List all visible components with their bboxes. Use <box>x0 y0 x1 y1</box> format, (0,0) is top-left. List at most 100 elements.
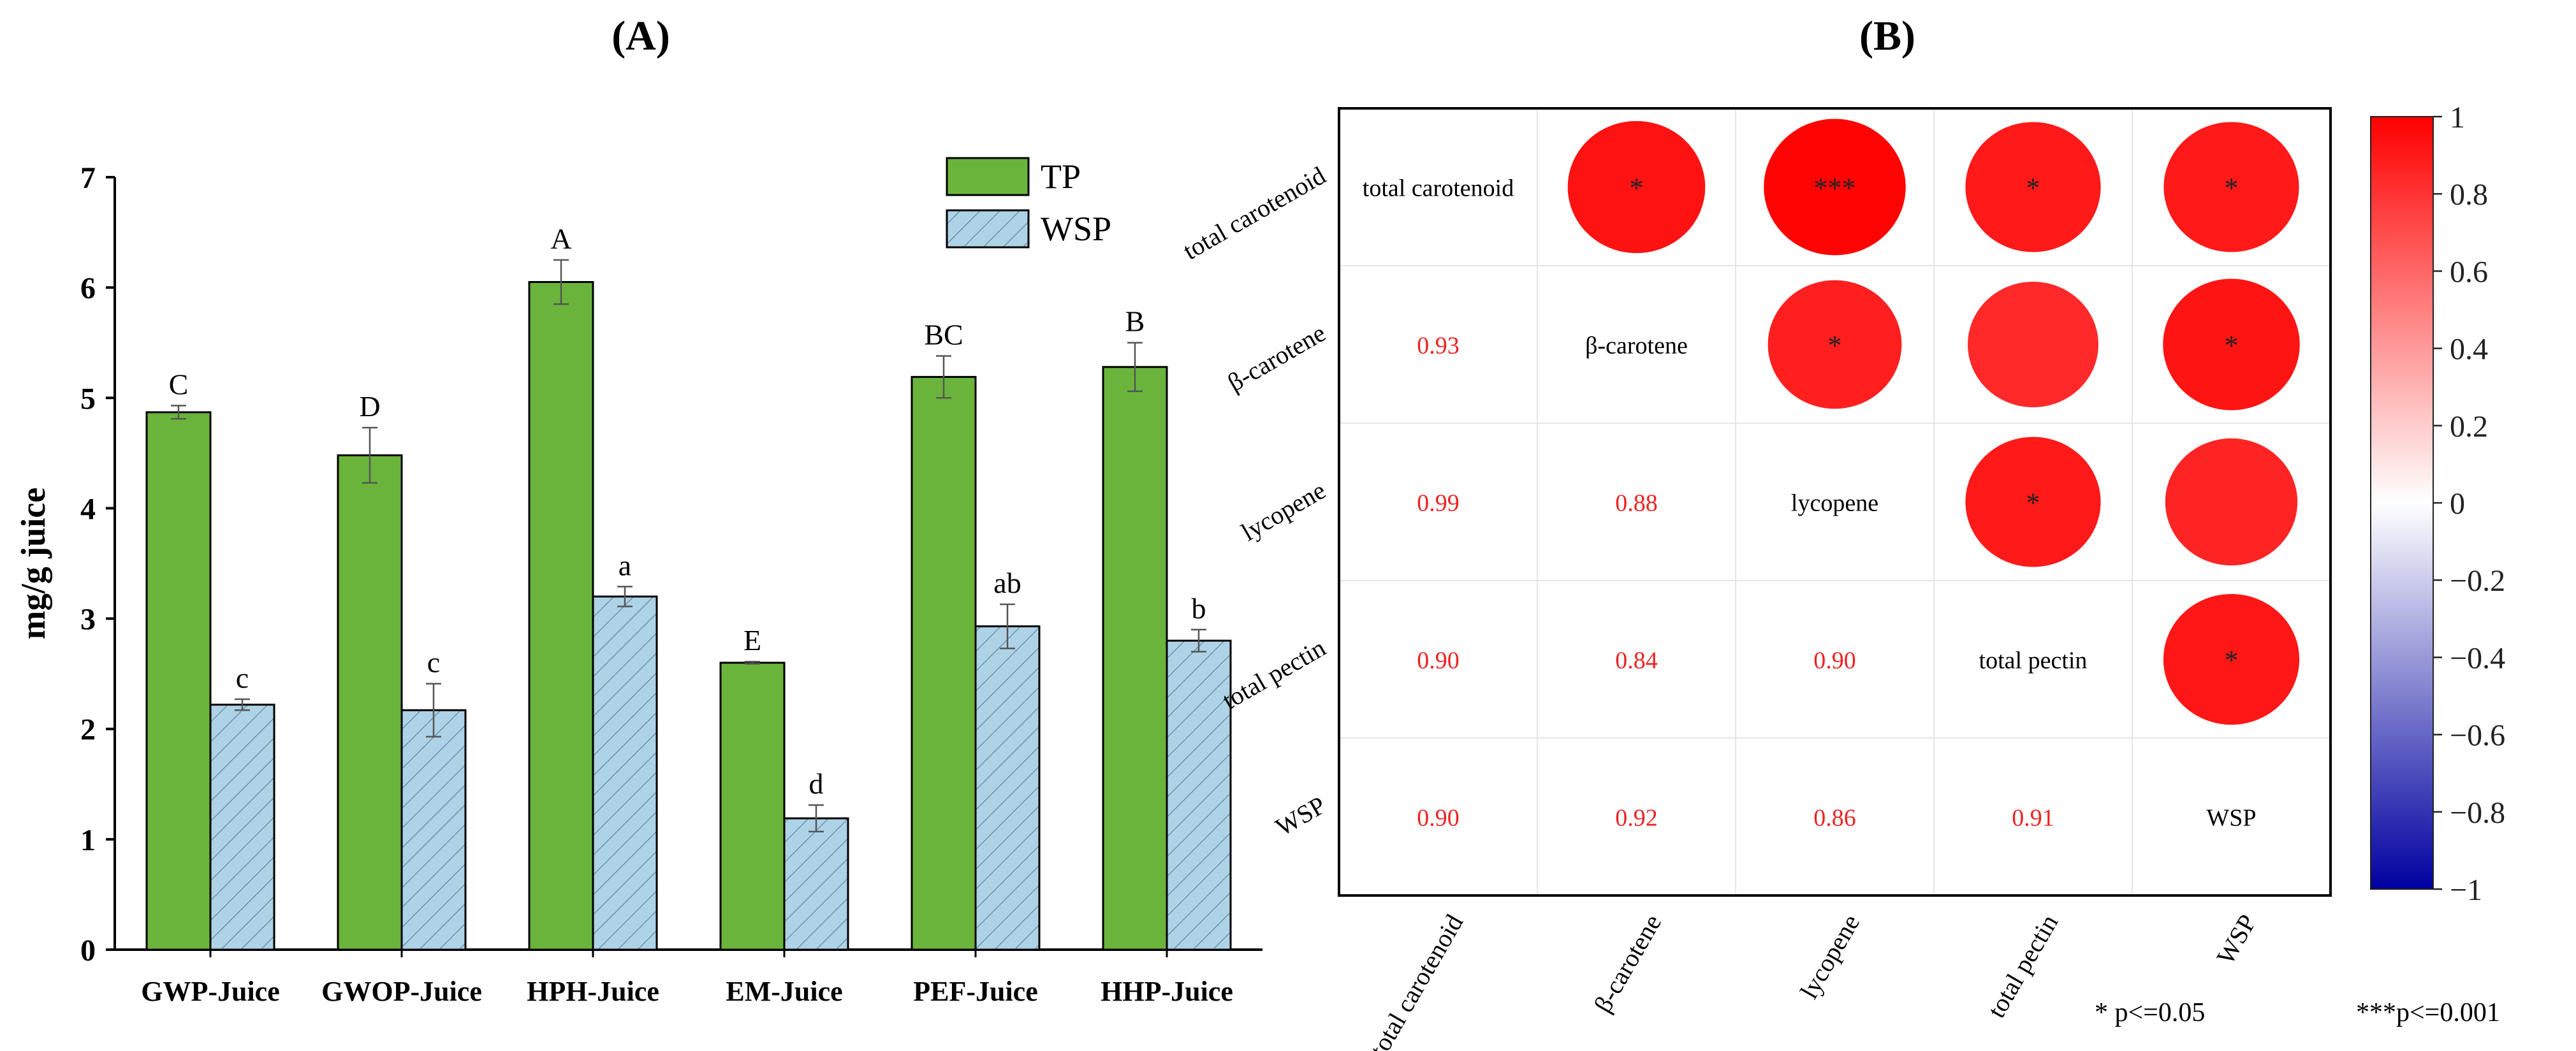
significance-letter: D <box>359 390 380 423</box>
y-tick-label: 3 <box>80 603 96 637</box>
significance-stars: * <box>1630 173 1644 204</box>
significance-letter: b <box>1192 592 1206 625</box>
bar-wsp-gwp-juice <box>209 704 275 951</box>
x-tick-label: GWOP-Juice <box>321 976 482 1007</box>
y-tick-label: 0 <box>80 934 96 968</box>
panel-a-bars: Cc Dc Aa Ed BC ab Bb <box>145 222 1232 951</box>
row-label: lycopene <box>1236 475 1331 546</box>
bar-wsp-hph-juice <box>592 595 658 951</box>
colorbar-tick-label: −0.6 <box>2450 719 2505 753</box>
colorbar-gradient <box>2370 116 2434 890</box>
column-label: total pectin <box>1982 910 2063 1022</box>
y-tick-label: 4 <box>80 492 96 526</box>
correlation-circle <box>1965 122 2101 252</box>
colorbar-tick-label: 0.8 <box>2450 178 2488 212</box>
x-tick-label: EM-Juice <box>726 976 842 1007</box>
bar-wsp-hhp-juice <box>1166 639 1232 951</box>
correlation-value: 0.92 <box>1615 805 1658 832</box>
y-tick-label: 2 <box>80 713 96 747</box>
correlation-value: 0.99 <box>1417 490 1460 517</box>
panel-a-legend: TP WSP <box>946 157 1111 249</box>
diagonal-label: β-carotene <box>1585 333 1688 359</box>
column-label: β-carotene <box>1588 910 1667 1017</box>
row-label: β-carotene <box>1223 318 1331 397</box>
correlation-value: 0.90 <box>1813 648 1856 674</box>
row-label: total carotenoid <box>1178 161 1331 265</box>
significance-stars: * <box>1828 330 1842 361</box>
correlation-value: 0.88 <box>1615 490 1658 517</box>
bar-tp-hhp-juice <box>1102 366 1168 951</box>
significance-letter: BC <box>924 318 963 351</box>
panel-a-bar-chart: (A) 0 1 2 3 4 5 6 7 GWP-Juice GWOP-Juice HPH-Juice… <box>14 13 1262 1007</box>
y-axis-label: mg/g juice <box>14 488 52 639</box>
significance-stars: * <box>2225 173 2239 204</box>
colorbar-tick-label: 1 <box>2450 101 2465 134</box>
significance-letter: c <box>236 662 249 694</box>
panel-b-correlation-matrix: (B) total carotenoid * *** * *total caroteno… <box>1178 13 2506 1051</box>
colorbar-tick-label: 0.4 <box>2450 333 2488 366</box>
significance-letter: d <box>809 767 824 800</box>
colorbar-tick-label: −0.8 <box>2450 796 2505 830</box>
significance-letter: ab <box>993 567 1021 599</box>
colorbar-tick-label: −0.4 <box>2450 641 2505 675</box>
footnote-single-star: * p<=0.05 <box>2095 998 2205 1027</box>
correlation-circle <box>1764 119 1906 256</box>
colorbar-tick-label: 0 <box>2450 487 2465 521</box>
column-label: WSP <box>2211 910 2262 969</box>
bar-tp-pef-juice <box>911 375 977 951</box>
colorbar-tick-label: 0.2 <box>2450 410 2488 444</box>
correlation-grid: total carotenoid * *** * *total carotenoidto… <box>1178 107 2332 1051</box>
correlation-circle <box>1968 281 2098 408</box>
legend-wsp-swatch <box>946 209 1030 249</box>
bar-wsp-em-juice <box>783 817 849 951</box>
significance-letter: c <box>427 646 440 679</box>
correlation-value: 0.86 <box>1813 805 1856 832</box>
correlation-value: 0.90 <box>1417 648 1460 674</box>
correlation-circle <box>2163 279 2300 410</box>
correlation-value: 0.84 <box>1615 648 1658 674</box>
bar-tp-hph-juice <box>528 280 594 951</box>
legend-wsp-label: WSP <box>1041 210 1111 248</box>
legend-tp-swatch <box>946 157 1030 196</box>
significance-stars: * <box>2225 645 2239 676</box>
colorbar-tick-label: −1 <box>2450 873 2482 907</box>
significance-stars: * <box>2225 330 2239 361</box>
row-label: WSP <box>1271 790 1331 841</box>
footnote-triple-star: ***p<=0.001 <box>2356 998 2500 1027</box>
diagonal-label: total carotenoid <box>1363 175 1514 202</box>
row-label: total pectin <box>1217 633 1330 714</box>
correlation-circle <box>1965 437 2101 567</box>
x-tick-label: PEF-Juice <box>913 976 1038 1007</box>
x-tick-label: HHP-Juice <box>1101 976 1233 1007</box>
colorbar-tick-label: −0.2 <box>2450 564 2505 598</box>
x-tick-label: HPH-Juice <box>527 976 659 1007</box>
correlation-value: 0.93 <box>1417 333 1460 359</box>
significance-letter: B <box>1125 305 1145 338</box>
panel-a-axes: 0 1 2 3 4 5 6 7 GWP-Juice GWOP-Juice HPH-Juice EM-J… <box>80 161 1262 1007</box>
correlation-circle <box>1567 120 1706 254</box>
correlation-circle <box>2163 122 2299 252</box>
bar-wsp-gwop-juice <box>400 709 467 951</box>
y-tick-label: 6 <box>80 272 96 305</box>
x-tick-label: GWP-Juice <box>141 976 280 1007</box>
matrix-frame <box>1338 107 2332 897</box>
legend-tp-label: TP <box>1041 157 1081 196</box>
y-tick-label: 7 <box>80 161 96 195</box>
significance-stars: * <box>2026 173 2040 204</box>
bar-tp-em-juice <box>719 662 786 951</box>
correlation-circle <box>1767 280 1902 409</box>
significance-letter: a <box>618 549 631 581</box>
correlation-circle <box>2163 593 2300 725</box>
column-label: lycopene <box>1794 910 1865 1004</box>
significance-stars: *** <box>1814 173 1856 204</box>
panel-a-label: (A) <box>611 13 670 59</box>
diagonal-label: WSP <box>2206 805 2256 832</box>
correlation-value: 0.90 <box>1417 805 1460 832</box>
colorbar: 1 0.8 0.6 0.4 0.2 0 −0.2 −0.4 −0.6 −0.8 −1 <box>2370 101 2505 907</box>
y-tick-label: 1 <box>80 823 96 857</box>
correlation-circle <box>2165 438 2298 566</box>
bar-tp-gwop-juice <box>337 454 403 951</box>
significance-stars: * <box>2026 488 2040 519</box>
bar-tp-gwp-juice <box>145 411 212 951</box>
